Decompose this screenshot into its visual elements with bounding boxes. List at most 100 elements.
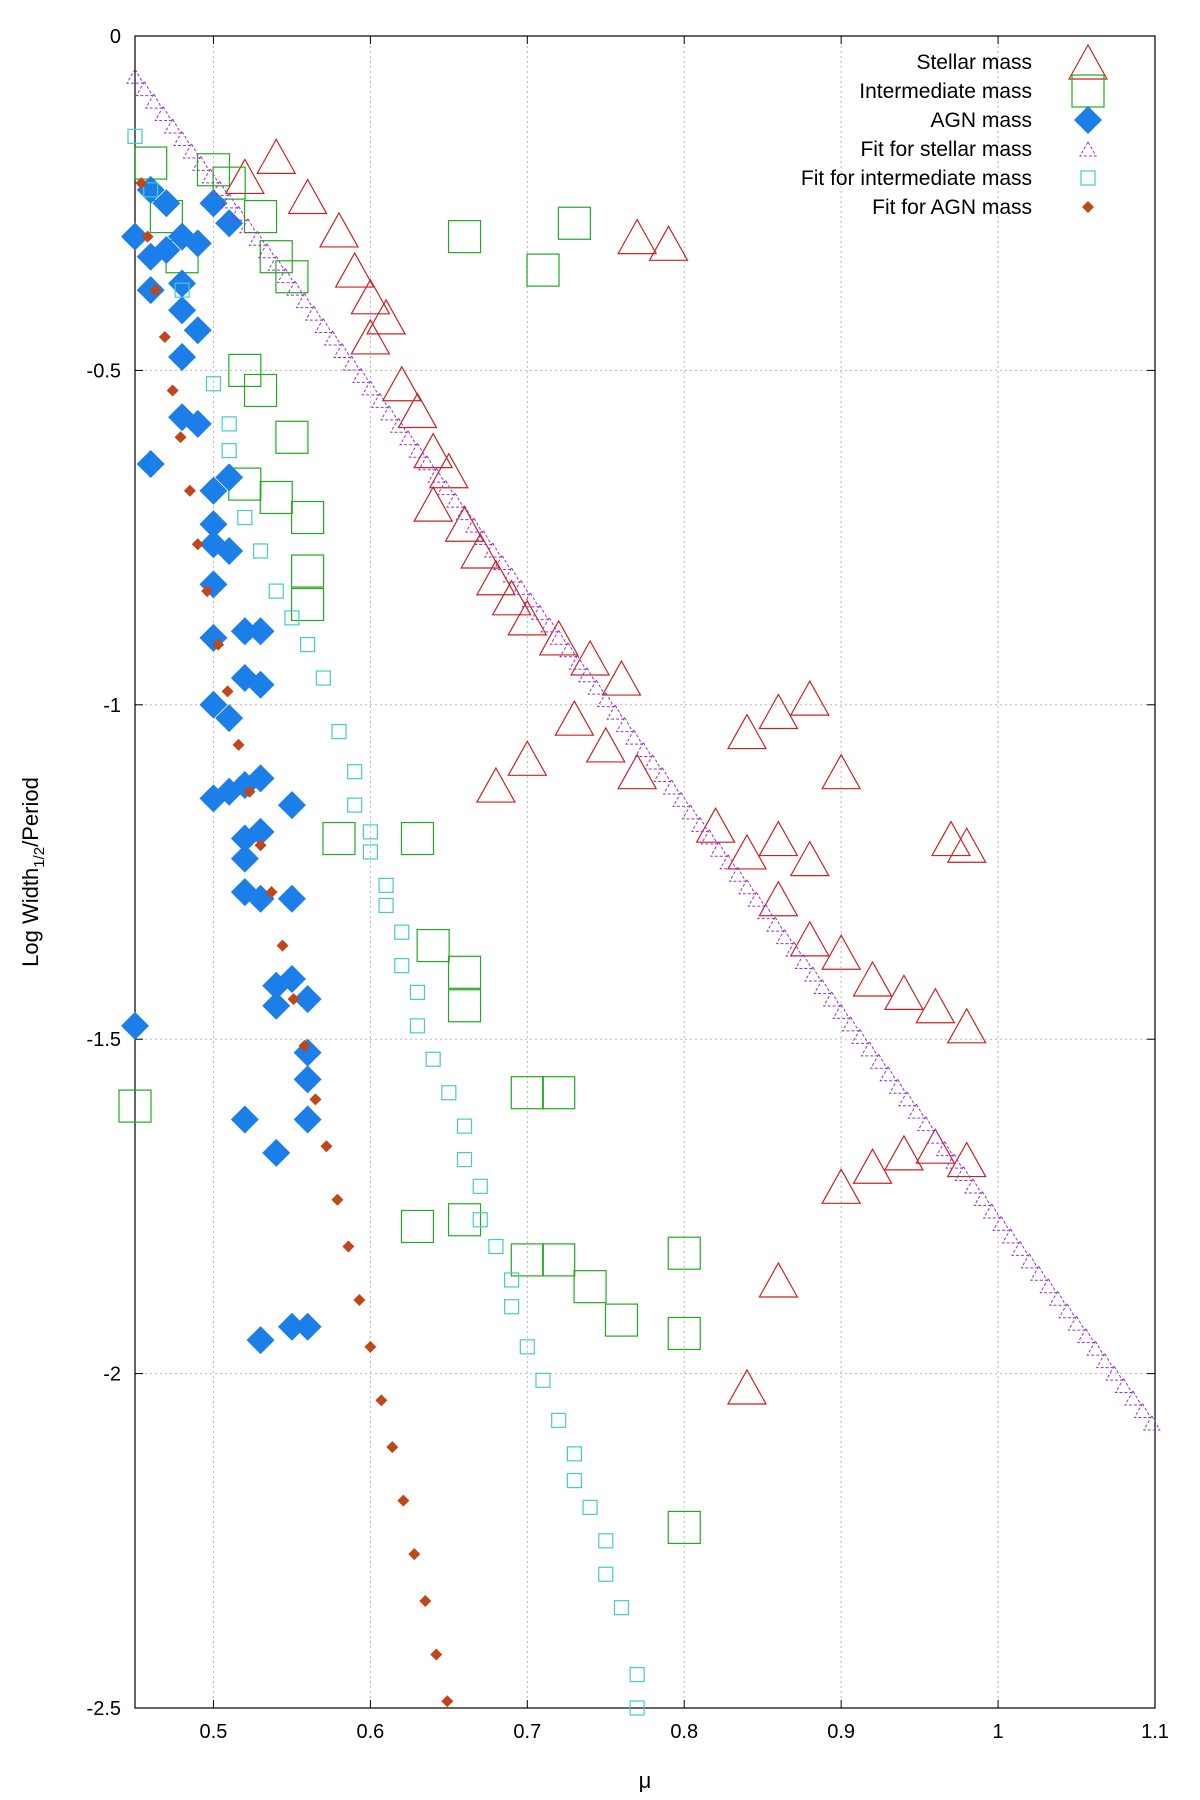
data-point — [265, 886, 278, 899]
data-point — [220, 192, 239, 209]
data-point — [568, 654, 587, 670]
data-point — [254, 839, 267, 852]
series-stellar-mass — [224, 138, 987, 1405]
data-point — [756, 903, 775, 920]
data-point — [362, 844, 378, 860]
data-point — [883, 974, 924, 1010]
legend-marker — [1074, 106, 1102, 134]
data-point — [542, 1243, 576, 1277]
data-point — [418, 454, 436, 471]
data-point — [277, 791, 306, 820]
data-point — [554, 699, 595, 736]
data-point — [262, 1138, 291, 1167]
data-point — [246, 817, 275, 846]
data-point — [1039, 1277, 1058, 1294]
data-point — [447, 955, 482, 989]
data-point — [447, 220, 482, 254]
data-point — [174, 431, 187, 444]
data-point — [493, 554, 512, 570]
data-point — [738, 878, 756, 895]
data-point — [1077, 1327, 1095, 1344]
data-point — [215, 209, 244, 238]
data-point — [389, 417, 408, 433]
data-point — [183, 316, 212, 345]
y-tick-label: -2.5 — [87, 1698, 121, 1720]
data-point — [243, 199, 278, 234]
data-point — [1124, 1389, 1142, 1406]
data-point — [136, 242, 165, 271]
data-point — [1001, 1227, 1020, 1244]
data-point — [267, 255, 286, 271]
series-agn-mass — [121, 175, 322, 1355]
data-point — [821, 934, 862, 970]
data-point — [221, 443, 237, 459]
data-point — [566, 1446, 582, 1462]
data-point — [342, 354, 361, 371]
data-point — [409, 984, 426, 1000]
data-point — [386, 1441, 399, 1454]
data-point — [570, 639, 611, 676]
data-point — [436, 479, 455, 496]
data-point — [425, 1051, 441, 1067]
data-point — [726, 1368, 768, 1405]
data-point — [455, 504, 474, 521]
data-point — [530, 604, 549, 620]
legend-label: AGN mass — [930, 109, 1032, 132]
data-point — [243, 373, 278, 408]
data-point — [917, 1115, 935, 1132]
data-point — [158, 330, 171, 343]
data-point — [350, 278, 391, 315]
data-point — [309, 1093, 322, 1106]
data-point — [291, 554, 325, 588]
data-point — [248, 230, 267, 246]
data-point — [615, 716, 634, 733]
data-point — [293, 985, 322, 1014]
data-point — [662, 778, 681, 795]
data-point — [239, 217, 257, 234]
data-point — [199, 623, 228, 652]
data-point — [323, 330, 342, 346]
data-point — [789, 679, 830, 716]
legend-marker — [1067, 43, 1109, 80]
data-point — [822, 990, 841, 1007]
y-axis-title-sub: 1/2 — [31, 847, 48, 868]
series-intermediate-mass — [118, 146, 701, 1545]
data-point — [152, 236, 181, 265]
data-point — [785, 941, 803, 957]
data-point — [166, 384, 179, 397]
data-point — [915, 1127, 956, 1164]
data-point — [201, 585, 214, 598]
data-point — [728, 866, 747, 882]
data-point — [1133, 1402, 1152, 1418]
data-point — [314, 317, 333, 334]
data-point — [141, 230, 154, 243]
series-fit-for-agn-mass — [135, 177, 454, 1708]
data-point — [284, 610, 300, 626]
data-point — [758, 880, 799, 917]
data-point — [585, 726, 626, 763]
data-point — [691, 816, 709, 832]
data-point — [804, 965, 822, 982]
data-point — [232, 738, 245, 751]
data-point — [210, 180, 229, 196]
data-point — [625, 729, 643, 745]
data-point — [444, 505, 485, 542]
data-point — [149, 284, 162, 297]
y-tick-label: -2 — [103, 1364, 121, 1386]
data-point — [276, 267, 295, 284]
data-point — [915, 987, 956, 1024]
data-point — [758, 1261, 799, 1298]
data-point — [334, 251, 375, 288]
data-point — [134, 146, 168, 180]
data-point — [191, 538, 204, 551]
data-point — [381, 365, 422, 402]
data-point — [1030, 1265, 1048, 1281]
data-point — [230, 1105, 259, 1134]
data-point — [277, 884, 306, 913]
data-layer — [118, 68, 1161, 1716]
data-point — [246, 1326, 275, 1355]
data-point — [277, 965, 306, 994]
data-point — [907, 1103, 926, 1119]
data-point — [287, 993, 300, 1006]
data-point — [397, 392, 438, 429]
